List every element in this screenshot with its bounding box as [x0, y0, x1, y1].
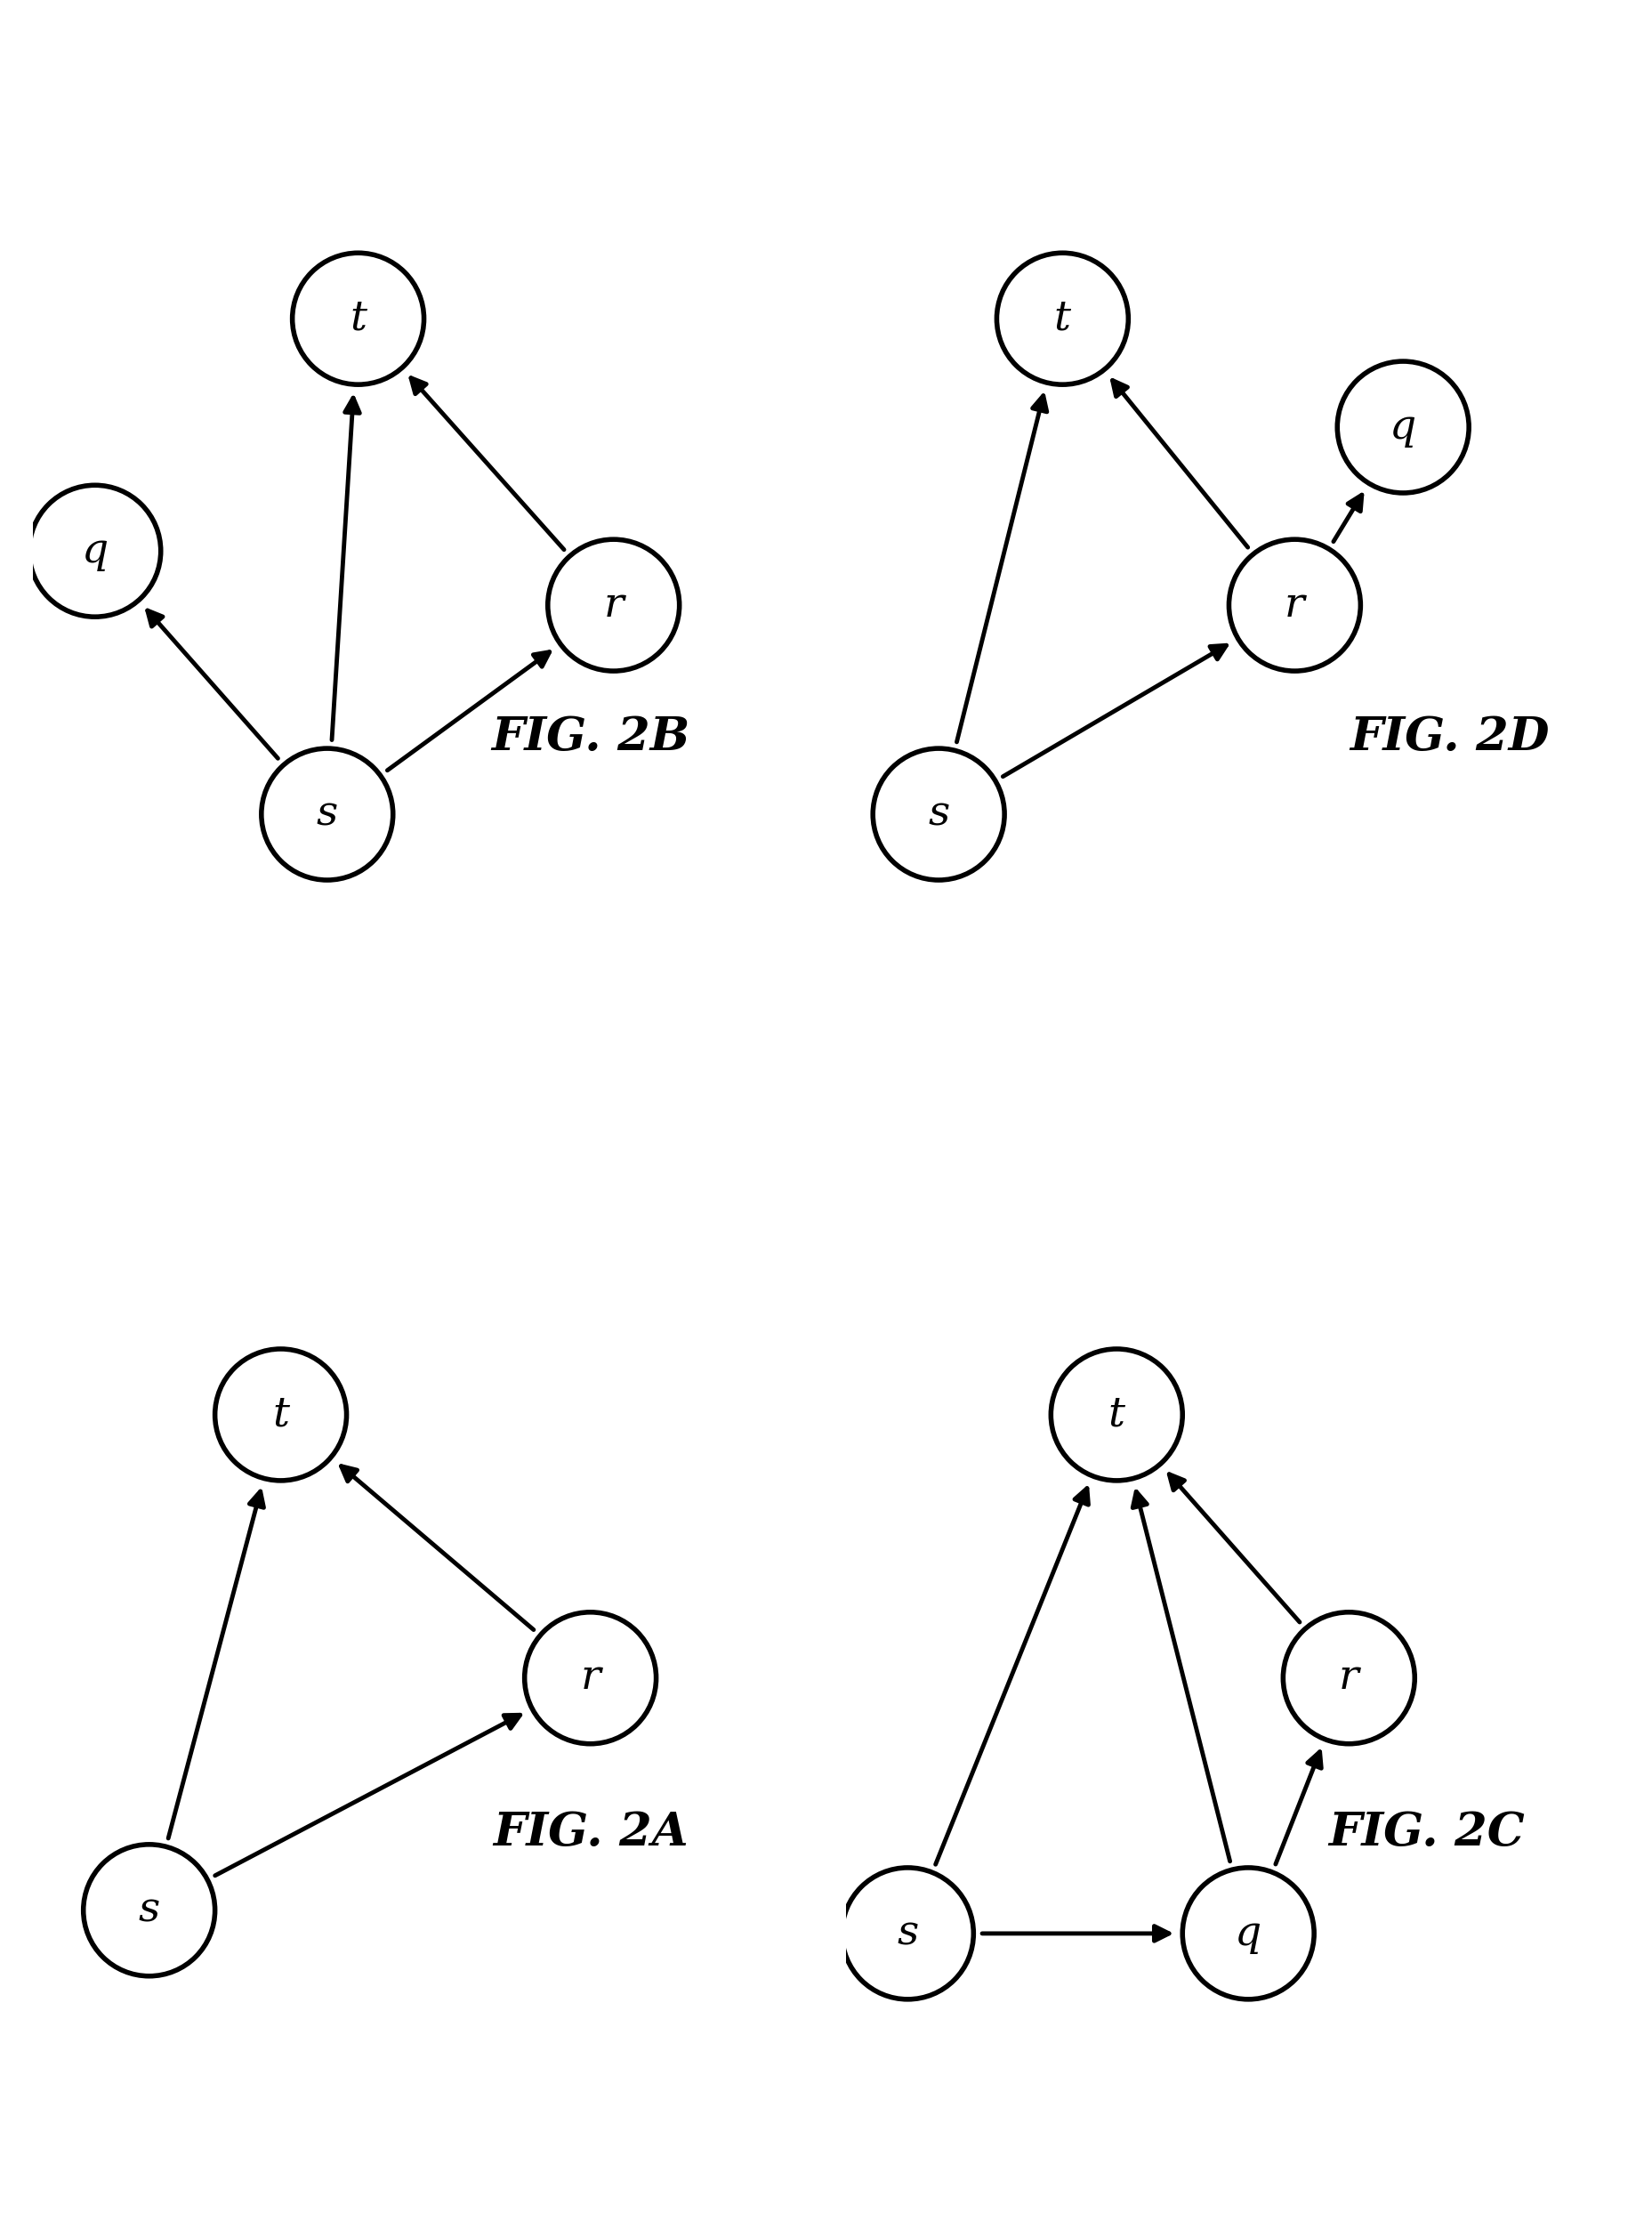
Ellipse shape: [292, 252, 423, 386]
Text: t: t: [1107, 1395, 1125, 1435]
Text: t: t: [1054, 299, 1070, 339]
Ellipse shape: [996, 252, 1128, 386]
Text: q: q: [1389, 408, 1416, 448]
Text: s: s: [927, 794, 948, 834]
Text: s: s: [316, 794, 337, 834]
Text: r: r: [603, 584, 623, 626]
Text: FIG. 2C: FIG. 2C: [1328, 1810, 1523, 1855]
Text: r: r: [580, 1658, 600, 1698]
Text: t: t: [350, 299, 367, 339]
Ellipse shape: [841, 1868, 973, 1999]
Ellipse shape: [547, 539, 679, 671]
Ellipse shape: [261, 749, 393, 880]
Text: s: s: [139, 1890, 160, 1930]
Ellipse shape: [1051, 1349, 1181, 1480]
Text: t: t: [273, 1395, 289, 1435]
Ellipse shape: [872, 749, 1004, 880]
Ellipse shape: [524, 1612, 656, 1743]
Ellipse shape: [1282, 1612, 1414, 1743]
Ellipse shape: [30, 486, 160, 617]
Text: r: r: [1284, 584, 1303, 626]
Ellipse shape: [1336, 361, 1469, 493]
Text: s: s: [897, 1912, 919, 1953]
Text: FIG. 2A: FIG. 2A: [492, 1810, 687, 1855]
Ellipse shape: [83, 1843, 215, 1977]
Ellipse shape: [1181, 1868, 1313, 1999]
Text: r: r: [1338, 1658, 1358, 1698]
Text: FIG. 2B: FIG. 2B: [491, 713, 689, 760]
Text: FIG. 2D: FIG. 2D: [1350, 713, 1548, 760]
Text: q: q: [81, 531, 109, 571]
Text: q: q: [1234, 1912, 1260, 1953]
Ellipse shape: [1229, 539, 1360, 671]
Ellipse shape: [215, 1349, 347, 1480]
